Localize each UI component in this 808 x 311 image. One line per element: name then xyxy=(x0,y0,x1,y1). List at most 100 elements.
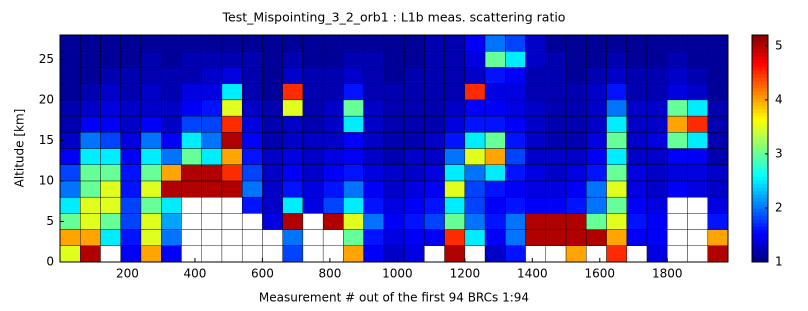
heatmap-cell xyxy=(60,149,80,165)
heatmap-cell xyxy=(586,149,606,165)
no-data-cell xyxy=(586,246,606,262)
heatmap-cell xyxy=(283,246,303,262)
heatmap-cell xyxy=(60,67,80,83)
colorbar-slice xyxy=(752,241,768,245)
heatmap-cell xyxy=(404,165,424,181)
heatmap-cell xyxy=(222,165,242,181)
heatmap-cell xyxy=(242,149,262,165)
heatmap-cell xyxy=(80,230,100,246)
heatmap-cell xyxy=(586,116,606,132)
heatmap-cell xyxy=(384,116,404,132)
heatmap-cell xyxy=(505,197,525,213)
heatmap-cell xyxy=(485,84,505,100)
heatmap-cell xyxy=(121,84,141,100)
heatmap-cell xyxy=(445,213,465,229)
colorbar-slice xyxy=(752,191,768,195)
no-data-cell xyxy=(688,230,708,246)
heatmap-cell xyxy=(708,116,728,132)
heatmap-cell xyxy=(364,246,384,262)
heatmap-cell xyxy=(242,116,262,132)
colorbar-slice xyxy=(752,166,768,170)
heatmap-cell xyxy=(202,35,222,51)
heatmap-cell xyxy=(505,230,525,246)
heatmap-cell xyxy=(262,165,282,181)
heatmap-cell xyxy=(222,51,242,67)
heatmap-cell xyxy=(526,230,546,246)
colorbar-slice xyxy=(752,156,768,160)
heatmap-cell xyxy=(667,149,687,165)
heatmap-cell xyxy=(161,100,181,116)
heatmap-cell xyxy=(343,84,363,100)
heatmap-cell xyxy=(526,100,546,116)
colorbar-slice xyxy=(752,234,768,238)
y-tick-label: 0 xyxy=(46,255,54,269)
heatmap-cell xyxy=(546,35,566,51)
heatmap-cell xyxy=(100,213,120,229)
heatmap-cell xyxy=(526,181,546,197)
heatmap-cell xyxy=(627,84,647,100)
no-data-cell xyxy=(526,246,546,262)
heatmap-cell xyxy=(445,132,465,148)
heatmap-cell xyxy=(222,149,242,165)
heatmap-cell xyxy=(121,149,141,165)
heatmap-cell xyxy=(566,246,586,262)
colorbar-slice xyxy=(752,117,768,121)
heatmap-cell xyxy=(586,84,606,100)
heatmap-cell xyxy=(60,181,80,197)
colorbar-slice xyxy=(752,184,768,188)
heatmap-cell xyxy=(141,246,161,262)
heatmap-cell xyxy=(485,230,505,246)
heatmap-cell xyxy=(607,100,627,116)
heatmap-cell xyxy=(100,116,120,132)
colorbar-slice xyxy=(752,209,768,213)
no-data-cell xyxy=(181,246,201,262)
heatmap-cell xyxy=(688,35,708,51)
heatmap-cell xyxy=(627,132,647,148)
heatmap-cell xyxy=(242,51,262,67)
colorbar-slice xyxy=(752,138,768,142)
heatmap-cell xyxy=(202,67,222,83)
heatmap-cell xyxy=(667,84,687,100)
heatmap-cell xyxy=(141,100,161,116)
colorbar-slice xyxy=(752,35,768,39)
heatmap-cell xyxy=(303,165,323,181)
heatmap-cell xyxy=(222,132,242,148)
heatmap-cell xyxy=(323,84,343,100)
heatmap-cell xyxy=(161,197,181,213)
heatmap-cell xyxy=(141,35,161,51)
heatmap-cell xyxy=(445,149,465,165)
no-data-cell xyxy=(222,246,242,262)
heatmap-cell xyxy=(80,149,100,165)
heatmap-cell xyxy=(283,149,303,165)
heatmap-cell xyxy=(404,213,424,229)
heatmap-cell xyxy=(546,116,566,132)
colorbar-slice xyxy=(752,198,768,202)
heatmap-cell xyxy=(424,116,444,132)
heatmap-cell xyxy=(343,213,363,229)
no-data-cell xyxy=(202,197,222,213)
heatmap-cell xyxy=(485,181,505,197)
heatmap-cell xyxy=(343,149,363,165)
colorbar-slice xyxy=(752,92,768,96)
heatmap-cell xyxy=(262,197,282,213)
heatmap-cell xyxy=(647,149,667,165)
heatmap-cell xyxy=(384,67,404,83)
heatmap-cell xyxy=(283,35,303,51)
heatmap-cell xyxy=(364,116,384,132)
heatmap-cell xyxy=(688,51,708,67)
heatmap-cell xyxy=(121,132,141,148)
heatmap-cell xyxy=(60,35,80,51)
heatmap-cell xyxy=(181,67,201,83)
heatmap-cell xyxy=(688,132,708,148)
colorbar-slice xyxy=(752,120,768,124)
heatmap-cell xyxy=(647,51,667,67)
heatmap-cell xyxy=(323,165,343,181)
heatmap-cell xyxy=(424,67,444,83)
heatmap-cell xyxy=(364,230,384,246)
heatmap-cell xyxy=(688,84,708,100)
heatmap-cell xyxy=(384,181,404,197)
heatmap-cell xyxy=(161,51,181,67)
heatmap-cell xyxy=(505,149,525,165)
heatmap-cell xyxy=(242,84,262,100)
heatmap-cell xyxy=(283,67,303,83)
